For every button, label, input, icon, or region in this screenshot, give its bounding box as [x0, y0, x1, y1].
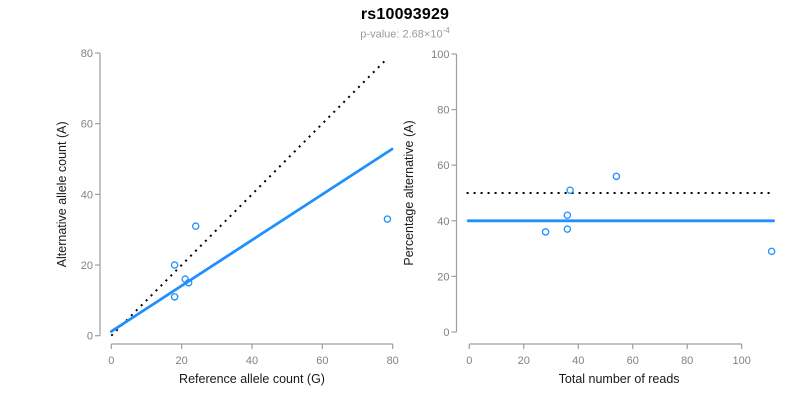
left-data-point	[184, 278, 193, 287]
figure-header: rs10093929 p-value: 2.68×10-4	[10, 6, 800, 41]
right-data-point	[767, 247, 776, 256]
y-tick-label: 60	[81, 119, 93, 131]
x-tick-label: 40	[572, 355, 584, 367]
left-y-axis-title: Alternative allele count (A)	[55, 121, 69, 267]
y-tick-label: 40	[81, 189, 93, 201]
right-data-point	[563, 225, 572, 233]
right-x-axis-title: Total number of reads	[559, 372, 680, 386]
y-tick-label: 40	[437, 216, 449, 228]
left-data-point	[170, 261, 179, 269]
x-tick-label: 60	[627, 355, 639, 367]
left-data-point	[181, 275, 189, 283]
y-tick-label: 60	[437, 160, 449, 172]
x-tick-label: 80	[387, 355, 399, 367]
left-fit-line	[109, 147, 394, 333]
right-y-axis-title: Percentage alternative (A)	[402, 120, 416, 265]
x-tick-label: 0	[108, 355, 114, 367]
x-tick-label: 80	[681, 355, 693, 367]
y-tick-label: 80	[81, 48, 93, 60]
left-x-axis-title: Reference allele count (G)	[179, 372, 325, 386]
y-tick-label: 100	[431, 49, 449, 61]
x-tick-label: 100	[732, 355, 750, 367]
pvalue-text: p-value: 2.68×10	[360, 28, 443, 41]
y-tick-label: 80	[437, 105, 449, 117]
plot-title: rs10093929	[360, 6, 450, 23]
y-tick-label: 20	[81, 260, 93, 272]
right-data-point	[541, 228, 550, 236]
right-data-point	[612, 172, 621, 181]
x-tick-label: 20	[176, 355, 188, 367]
x-tick-label: 20	[518, 355, 530, 367]
x-tick-label: 60	[316, 355, 328, 367]
y-tick-label: 0	[87, 331, 93, 343]
left-identity-line	[110, 57, 389, 337]
y-tick-label: 20	[437, 271, 449, 283]
left-data-point	[383, 215, 392, 223]
right-data-point	[566, 186, 574, 194]
y-tick-label: 0	[443, 327, 449, 339]
plot-subtitle: p-value: 2.68×10-4	[10, 26, 800, 41]
pvalue-exponent: -4	[442, 26, 450, 35]
left-data-point	[170, 293, 179, 301]
x-tick-label: 40	[246, 355, 258, 367]
right-data-point	[563, 211, 572, 219]
left-data-point	[191, 222, 200, 230]
x-tick-label: 0	[466, 355, 472, 367]
